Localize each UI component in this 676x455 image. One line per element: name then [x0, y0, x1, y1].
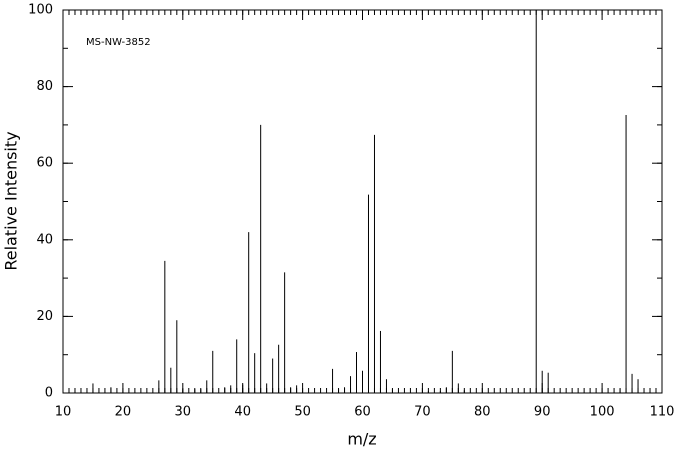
plot-frame — [62, 9, 663, 394]
x-tick-label: 90 — [534, 405, 551, 420]
x-tick-label: 10 — [55, 405, 72, 420]
x-tick-label: 70 — [414, 405, 431, 420]
x-tick-label: 40 — [234, 405, 251, 420]
y-tick-label: 40 — [36, 232, 53, 247]
x-tick-label: 30 — [175, 405, 192, 420]
x-tick-label: 80 — [474, 405, 491, 420]
x-tick-label: 110 — [650, 405, 675, 420]
y-tick-label: 20 — [36, 309, 53, 324]
y-tick-label: 60 — [36, 156, 53, 171]
x-axis-label: m/z — [347, 430, 376, 449]
x-tick-label: 20 — [115, 405, 132, 420]
y-tick-label: 100 — [28, 3, 53, 18]
x-tick-label: 100 — [590, 405, 615, 420]
y-tick-label: 80 — [36, 79, 53, 94]
annotation: MS-NW-3852 — [86, 37, 151, 48]
y-tick-label: 0 — [45, 386, 53, 401]
x-tick-label: 60 — [354, 405, 371, 420]
x-tick-label: 50 — [294, 405, 311, 420]
y-axis-label: Relative Intensity — [2, 131, 21, 270]
